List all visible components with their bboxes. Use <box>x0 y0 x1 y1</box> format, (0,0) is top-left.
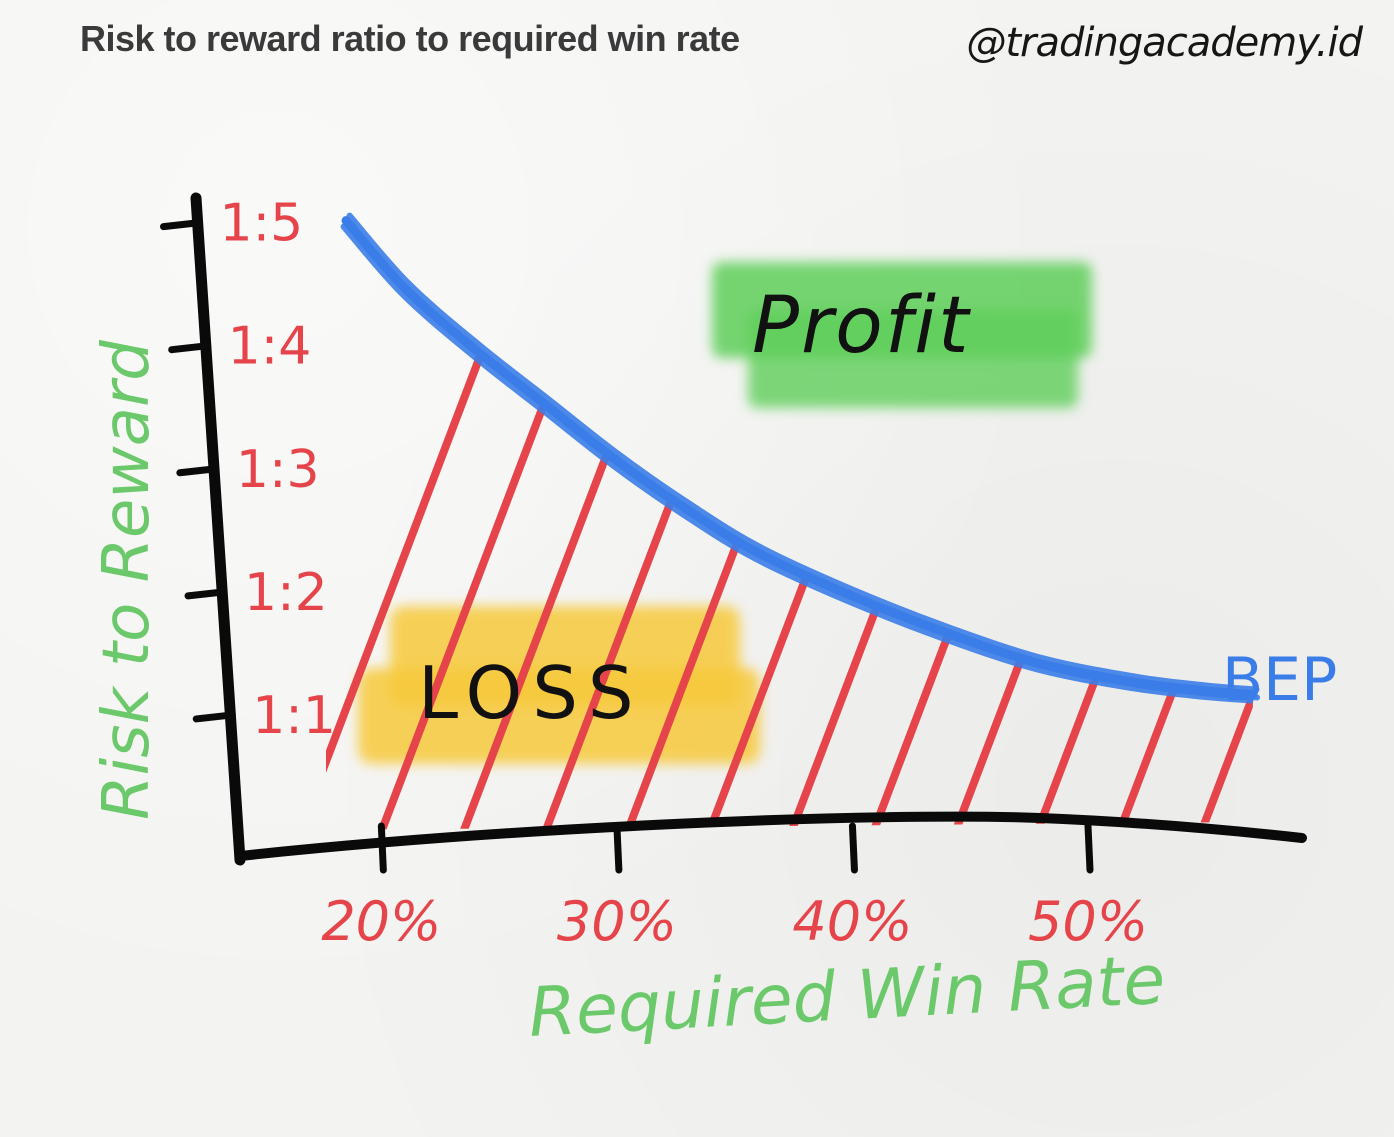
hatch-stroke <box>1284 330 1394 830</box>
y-tick-mark <box>176 465 220 477</box>
x-tick-mark <box>613 822 623 874</box>
x-tick-label: 50% <box>1028 890 1148 953</box>
y-tick-mark <box>168 342 212 354</box>
bep-curve-stroke <box>346 212 1260 693</box>
x-tick-mark <box>848 822 858 874</box>
y-tick-mark <box>160 219 204 231</box>
y-tick-mark <box>184 588 228 600</box>
hatch-stroke <box>378 326 576 831</box>
x-tick-label: 40% <box>792 890 912 953</box>
loss-region-label: LOSS <box>418 651 644 735</box>
x-tick-label: 30% <box>557 890 677 953</box>
y-tick-label: 1:2 <box>244 563 328 623</box>
brand-handle: @tradingacademy.id <box>966 20 1363 66</box>
x-tick-mark <box>377 822 387 874</box>
hatch-stroke <box>1116 326 1253 831</box>
y-ticks: 1:1 1:2 1:3 1:4 1:5 <box>160 194 336 746</box>
x-ticks: 20% 30% 40% 50% <box>321 822 1148 953</box>
hatch-stroke <box>326 326 494 831</box>
y-tick-label: 1:3 <box>236 440 320 500</box>
hatch-stroke <box>1366 330 1394 830</box>
axes <box>190 192 1307 866</box>
x-axis-line <box>235 811 1307 861</box>
bep-curve <box>340 212 1261 704</box>
hatch-stroke <box>1198 326 1253 831</box>
profit-region-label: Profit <box>752 281 971 371</box>
series-label-bep: BEP <box>1222 645 1337 715</box>
profit-highlight <box>712 262 1092 408</box>
y-axis-line <box>190 192 246 866</box>
y-tick-label: 1:1 <box>252 686 336 746</box>
bep-curve-stroke <box>340 223 1254 704</box>
y-tick-mark <box>192 711 236 723</box>
y-tick-label: 1:4 <box>228 317 312 377</box>
y-tick-label: 1:5 <box>220 194 304 254</box>
chart-title: Risk to reward ratio to required win rat… <box>80 18 740 59</box>
x-tick-mark <box>1084 822 1094 874</box>
y-axis-title: Risk to Reward <box>90 340 164 820</box>
x-tick-label: 20% <box>321 890 441 953</box>
bep-curve-stroke <box>347 220 1261 701</box>
x-axis-title: Required Win Rate <box>527 941 1167 1053</box>
